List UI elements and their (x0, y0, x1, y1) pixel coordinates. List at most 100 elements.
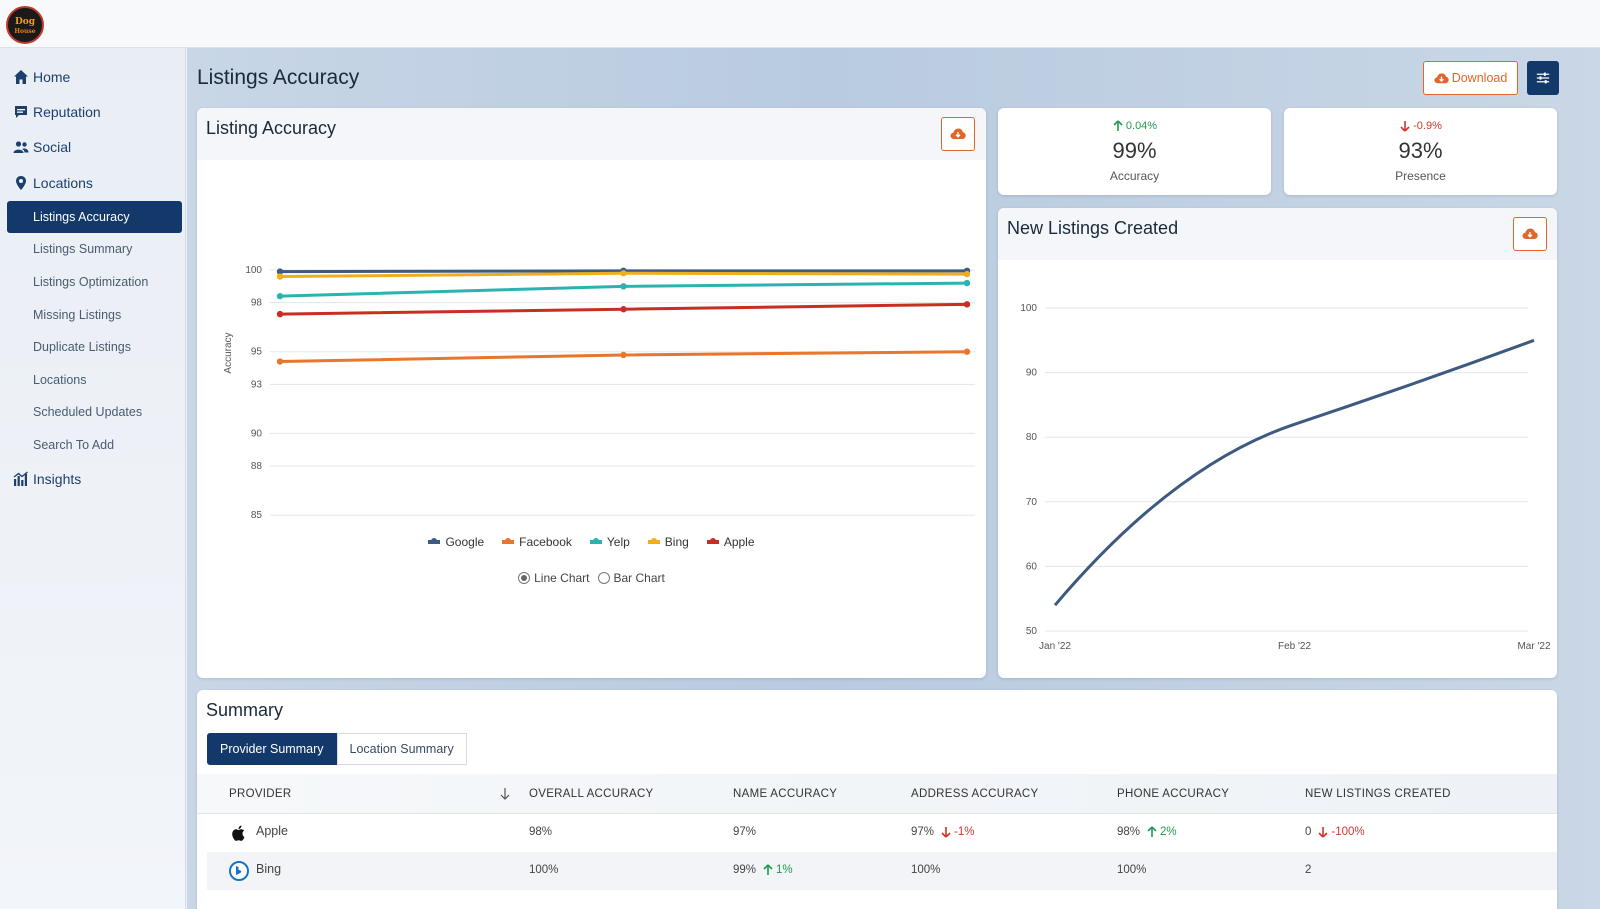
y-tick-label: 93 (251, 379, 263, 390)
card-header: New Listings Created (998, 208, 1557, 260)
data-point (620, 270, 627, 277)
filter-settings-button[interactable] (1527, 61, 1559, 95)
col-address-accuracy[interactable]: ADDRESS ACCURACY (911, 788, 1039, 800)
sidebar: Home Reputation Social Locations Listing… (0, 48, 186, 909)
address-accuracy-cell: 97% -1% (911, 826, 974, 838)
col-provider[interactable]: PROVIDER (229, 788, 292, 800)
radio-label: Bar Chart (613, 571, 665, 585)
card-title: New Listings Created (1007, 218, 1179, 238)
sidebar-item-locations[interactable]: Locations (33, 373, 87, 387)
nav-insights[interactable]: Insights (13, 468, 81, 490)
card-title: Listing Accuracy (206, 118, 337, 138)
kpi-label: Accuracy (1109, 169, 1160, 183)
arrow-up-icon (763, 864, 773, 875)
data-point (620, 351, 627, 359)
line-chart-radio[interactable]: Line Chart (518, 571, 590, 585)
data-point (963, 348, 971, 355)
nav-locations[interactable]: Locations (13, 172, 93, 194)
data-point (276, 358, 284, 365)
accuracy-kpi-card: 0.04% 99% Accuracy (998, 108, 1271, 195)
kpi-label: Presence (1395, 169, 1446, 183)
users-icon (13, 141, 29, 153)
map-pin-icon (16, 176, 26, 190)
legend-yelp[interactable]: Yelp (589, 535, 630, 549)
kpi-value: 99% (1112, 138, 1157, 163)
sidebar-item-missing-listings[interactable]: Missing Listings (33, 308, 122, 322)
legend-google[interactable]: Google (428, 535, 484, 549)
y-tick-label: 90 (251, 428, 263, 439)
kpi-delta-value: 0.04% (1125, 120, 1158, 132)
logo[interactable]: Dog House (6, 6, 44, 44)
nav-reputation[interactable]: Reputation (13, 101, 101, 123)
nav-locations-label: Locations (33, 175, 93, 191)
download-label: Download (1451, 71, 1508, 85)
col-phone-accuracy[interactable]: PHONE ACCURACY (1117, 788, 1230, 800)
arrow-down-icon (1400, 121, 1410, 132)
address-delta: -1% (954, 826, 975, 838)
new-listings-export-button[interactable] (1513, 217, 1547, 251)
bing-icon (229, 861, 249, 881)
sliders-icon (1536, 72, 1550, 84)
cloud-download-icon (1434, 72, 1449, 83)
nav-home[interactable]: Home (13, 66, 70, 88)
col-overall-accuracy[interactable]: OVERALL ACCURACY (529, 788, 654, 800)
chat-icon (15, 106, 27, 118)
tab-provider-summary[interactable]: Provider Summary (207, 733, 337, 765)
bar-chart-radio[interactable]: Bar Chart (597, 571, 665, 585)
name-accuracy: 99% (733, 864, 757, 876)
cloud-download-icon (1522, 228, 1538, 239)
sort-arrow-down-icon[interactable] (499, 787, 511, 801)
y-tick-label: 98 (251, 298, 263, 309)
legend-bing[interactable]: Bing (647, 535, 689, 549)
nav-social[interactable]: Social (13, 136, 71, 158)
phone-accuracy: 100% (1117, 864, 1147, 876)
data-point (276, 268, 284, 275)
chart-type-toggle: Line Chart Bar Chart (197, 571, 986, 585)
kpi-value: 93% (1398, 138, 1443, 163)
card-header: Listing Accuracy (197, 108, 986, 160)
y-tick-label: 80 (1026, 432, 1038, 443)
data-point (963, 270, 971, 278)
download-button[interactable]: Download (1423, 61, 1518, 95)
chart-legend: Google Facebook Yelp Bing Apple (197, 535, 986, 549)
y-tick-label: 70 (1026, 497, 1038, 508)
sidebar-item-label: Listings Accuracy (33, 210, 130, 224)
tab-location-summary[interactable]: Location Summary (336, 733, 467, 765)
data-point (963, 301, 971, 308)
sidebar-item-listings-accuracy[interactable]: Listings Accuracy (7, 201, 182, 233)
sidebar-item-scheduled-updates[interactable]: Scheduled Updates (33, 405, 143, 419)
y-tick-label: 60 (1026, 561, 1038, 572)
table-row-bing[interactable]: Bing 100% 99% 1% 100% 100% 2 (207, 852, 1557, 890)
legend-facebook[interactable]: Facebook (502, 535, 572, 549)
legend-label: Yelp (606, 535, 630, 549)
x-tick-label: Jan '22 (1039, 641, 1071, 652)
accuracy-export-button[interactable] (941, 117, 975, 151)
listing-accuracy-card: Listing Accuracy 10098959390888583 Jan '… (197, 108, 986, 678)
col-new-listings-created[interactable]: NEW LISTINGS CREATED (1305, 788, 1451, 800)
legend-label: Apple (723, 535, 755, 549)
name-accuracy: 97% (733, 826, 757, 838)
y-tick-label: 88 (251, 461, 263, 472)
col-name-accuracy[interactable]: NAME ACCURACY (733, 788, 838, 800)
legend-swatch (647, 538, 660, 544)
sidebar-item-search-to-add[interactable]: Search To Add (33, 438, 115, 452)
data-point (620, 306, 627, 313)
y-axis-label: Accuracy (223, 332, 234, 373)
legend-apple[interactable]: Apple (706, 535, 755, 549)
nav-social-label: Social (33, 139, 72, 155)
sidebar-item-listings-optimization[interactable]: Listings Optimization (33, 275, 149, 289)
sidebar-item-duplicate-listings[interactable]: Duplicate Listings (33, 340, 131, 354)
table-row-apple[interactable]: Apple 98% 97% 97% -1% 98% 2% 0 -100% (207, 814, 1557, 852)
data-point (620, 283, 627, 290)
new-listings-card: New Listings Created 100 90 80 70 60 50 Jan '… (998, 208, 1557, 678)
phone-accuracy: 98% (1117, 826, 1141, 838)
nav-insights-label: Insights (33, 471, 82, 487)
top-bar: Dog House (0, 0, 1600, 48)
y-tick-label: 100 (245, 265, 262, 276)
legend-label: Bing (664, 535, 689, 549)
data-point (963, 279, 971, 287)
new-listings-line-chart: 100 90 80 70 60 50 Jan '22 Feb '22 Mar '22 (1020, 303, 1551, 652)
new-listings-cell: 0 -100% (1305, 826, 1365, 838)
sidebar-item-listings-summary[interactable]: Listings Summary (33, 242, 133, 256)
phone-delta: 2% (1160, 826, 1177, 838)
